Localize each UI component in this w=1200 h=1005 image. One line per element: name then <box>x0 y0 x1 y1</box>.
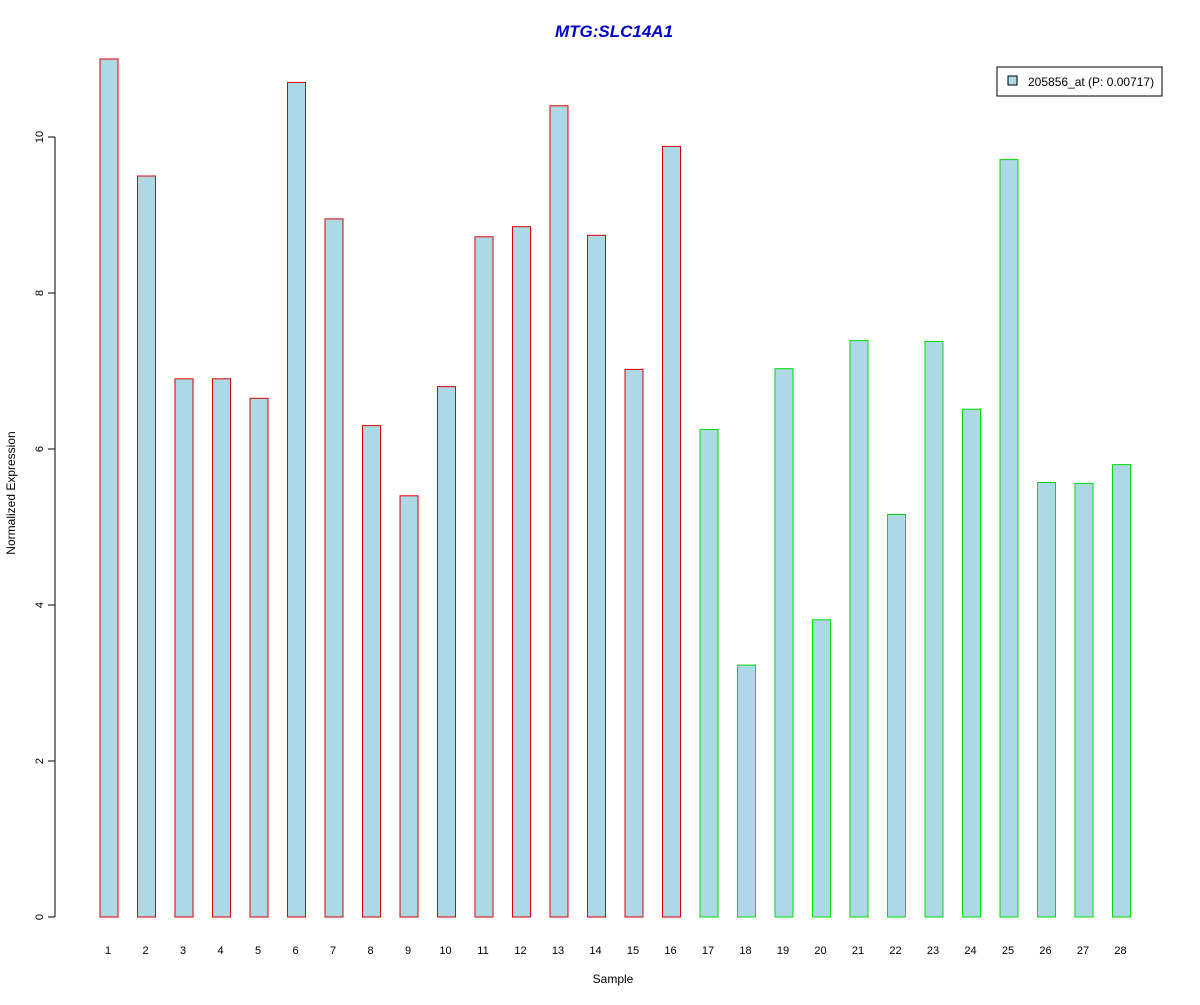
bar <box>324 218 344 918</box>
x-tick-label: 28 <box>1114 945 1126 957</box>
bar <box>474 236 494 918</box>
x-tick-label: 23 <box>927 945 939 957</box>
y-tick-label: 0 <box>34 914 46 920</box>
x-tick-label: 16 <box>664 945 676 957</box>
x-tick-label: 15 <box>627 945 639 957</box>
bar <box>549 105 569 918</box>
bar <box>512 226 531 918</box>
bar <box>99 58 119 918</box>
x-tick-label: 22 <box>889 945 901 957</box>
y-axis-label: Normalized Expression <box>4 431 18 554</box>
bars-group <box>99 58 1131 918</box>
x-tick-label: 21 <box>852 945 864 957</box>
bar <box>1112 464 1131 918</box>
bar <box>924 340 944 918</box>
chart-title: MTG:SLC14A1 <box>555 22 673 41</box>
bar <box>587 234 606 918</box>
bar <box>999 159 1019 918</box>
bar <box>624 368 644 918</box>
x-tick-label: 10 <box>439 945 451 957</box>
legend: 205856_at (P: 0.00717) <box>996 66 1163 97</box>
bar <box>1074 482 1094 918</box>
y-tick-label: 2 <box>34 758 46 764</box>
bar <box>212 378 231 918</box>
bar <box>699 429 719 918</box>
x-tick-label: 2 <box>142 945 148 957</box>
y-axis: 0 2 4 6 8 10 <box>34 131 56 920</box>
x-tick-label: 8 <box>367 945 373 957</box>
x-tick-label: 26 <box>1039 945 1051 957</box>
x-tick-label: 24 <box>964 945 976 957</box>
legend-swatch <box>1007 75 1018 86</box>
x-tick-labels: 1 2 3 4 5 6 7 8 9 10 11 12 13 14 15 16 17 18 19 20 21 22 23 24 2… <box>105 945 1127 957</box>
y-tick-label: 4 <box>34 602 46 608</box>
bar <box>399 495 419 918</box>
x-tick-label: 14 <box>589 945 601 957</box>
y-tick-label: 10 <box>34 131 46 143</box>
bar <box>287 81 306 918</box>
bar <box>662 145 681 918</box>
x-tick-label: 20 <box>814 945 826 957</box>
x-tick-label: 25 <box>1002 945 1014 957</box>
x-axis-label: Sample <box>593 972 634 986</box>
bar <box>887 514 906 918</box>
x-tick-label: 11 <box>477 945 488 957</box>
bar <box>249 397 269 918</box>
x-tick-label: 17 <box>702 945 714 957</box>
x-tick-label: 18 <box>739 945 751 957</box>
bar <box>1037 482 1056 918</box>
bar <box>437 386 456 918</box>
bar <box>737 664 756 918</box>
x-tick-label: 19 <box>777 945 789 957</box>
x-tick-label: 1 <box>105 945 111 957</box>
y-tick-label: 6 <box>34 446 46 452</box>
x-tick-label: 4 <box>217 945 223 957</box>
legend-box <box>996 66 1163 97</box>
x-tick-label: 13 <box>552 945 564 957</box>
x-tick-label: 9 <box>405 945 411 957</box>
x-tick-label: 6 <box>292 945 298 957</box>
x-tick-label: 5 <box>255 945 261 957</box>
bar <box>962 408 981 918</box>
bar <box>362 425 381 918</box>
bar <box>137 175 156 918</box>
x-tick-label: 7 <box>330 945 336 957</box>
bar <box>774 368 794 918</box>
x-tick-label: 12 <box>514 945 526 957</box>
x-tick-label: 3 <box>180 945 186 957</box>
bar <box>174 378 194 918</box>
y-tick-label: 8 <box>34 290 46 296</box>
bar <box>849 340 869 918</box>
x-tick-label: 27 <box>1077 945 1089 957</box>
bar <box>812 619 831 918</box>
legend-label: 205856_at (P: 0.00717) <box>1028 75 1154 89</box>
